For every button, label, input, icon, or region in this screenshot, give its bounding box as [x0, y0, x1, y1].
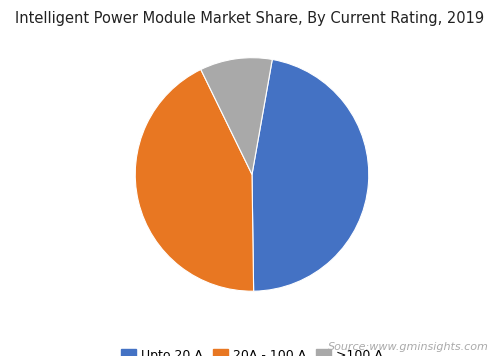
- Wedge shape: [252, 59, 369, 291]
- Legend: Upto 20 A, 20A - 100 A, >100 A: Upto 20 A, 20A - 100 A, >100 A: [116, 344, 388, 356]
- Text: Source:www.gminsights.com: Source:www.gminsights.com: [328, 342, 489, 352]
- Text: Intelligent Power Module Market Share, By Current Rating, 2019: Intelligent Power Module Market Share, B…: [15, 11, 484, 26]
- Wedge shape: [135, 69, 254, 291]
- Wedge shape: [201, 58, 272, 174]
